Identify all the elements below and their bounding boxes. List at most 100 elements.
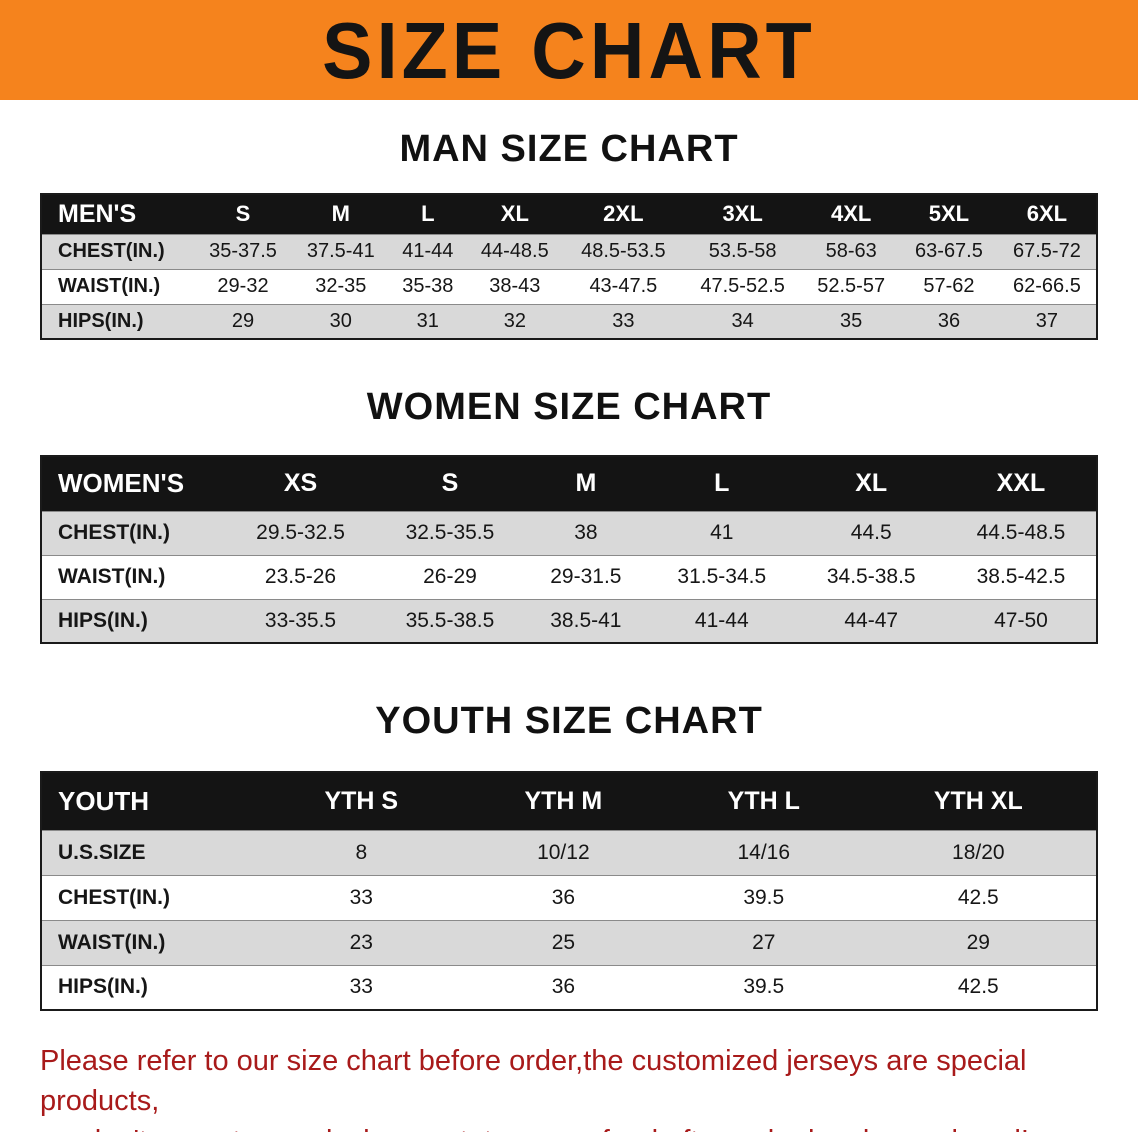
measurement-value-cell: 41 (647, 510, 797, 555)
row-label-cell: HIPS(IN.) (41, 598, 226, 643)
measurement-value-cell: 38-43 (465, 268, 564, 304)
men-size-table: MEN'S S M L XL 2XL 3XL 4XL 5XL 6XL CHEST(IN.) 35-37… (40, 193, 1098, 340)
measurement-value-cell: 10/12 (459, 829, 667, 875)
measurement-value-cell: 53.5-58 (683, 233, 803, 269)
measurement-value-cell: 36 (900, 303, 998, 339)
measurement-value-cell: 48.5-53.5 (563, 233, 683, 269)
measurement-value-cell: 67.5-72 (997, 233, 1097, 269)
measurement-value-cell: 42.5 (860, 964, 1097, 1010)
size-header-cell: S (375, 456, 525, 511)
women-size-chart-heading: WOMEN SIZE CHART (366, 386, 772, 428)
section-women: WOMEN SIZE CHART WOMEN'S XS S M L XL XXL CHEST(… (0, 386, 1138, 644)
measurement-value-cell: 32.5-35.5 (375, 510, 525, 555)
table-title-cell: MEN'S (41, 194, 195, 234)
measurement-value-cell: 63-67.5 (900, 233, 998, 269)
size-header-cell: XL (465, 194, 564, 234)
measurement-value-cell: 34 (683, 303, 803, 339)
row-label-cell: WAIST(IN.) (41, 554, 226, 599)
table-header-row: YOUTH YTH S YTH M YTH L YTH XL (41, 772, 1097, 830)
footer-notice: Please refer to our size chart before or… (40, 1041, 1108, 1132)
youth-size-table: YOUTH YTH S YTH M YTH L YTH XL U.S.SIZE 8 10/12… (40, 771, 1098, 1011)
table-row: WAIST(IN.) 23.5-26 26-29 29-31.5 31.5-34.5 34… (41, 554, 1097, 599)
measurement-value-cell: 52.5-57 (802, 268, 901, 304)
measurement-value-cell: 47-50 (945, 598, 1097, 643)
measurement-value-cell: 31.5-34.5 (647, 554, 797, 599)
size-header-cell: 6XL (997, 194, 1097, 234)
measurement-value-cell: 35-37.5 (194, 233, 292, 269)
row-label-cell: CHEST(IN.) (41, 233, 195, 269)
measurement-value-cell: 34.5-38.5 (796, 554, 946, 599)
measurement-value-cell: 37 (997, 303, 1097, 339)
measurement-value-cell: 29-31.5 (524, 554, 648, 599)
size-header-cell: L (389, 194, 466, 234)
table-row: CHEST(IN.) 29.5-32.5 32.5-35.5 38 41 44.5 44.5… (41, 510, 1097, 555)
notice-line-2: we don't accept cancel, change, teturn o… (40, 1121, 1108, 1132)
measurement-value-cell: 57-62 (900, 268, 998, 304)
measurement-value-cell: 38 (524, 510, 648, 555)
measurement-value-cell: 62-66.5 (997, 268, 1097, 304)
measurement-value-cell: 38.5-42.5 (945, 554, 1097, 599)
row-label-cell: U.S.SIZE (41, 829, 263, 875)
measurement-value-cell: 44-48.5 (465, 233, 564, 269)
row-label-cell: CHEST(IN.) (41, 874, 263, 920)
table-title-cell: YOUTH (41, 772, 263, 830)
measurement-value-cell: 33 (563, 303, 683, 339)
size-header-cell: YTH L (666, 772, 861, 830)
size-header-cell: 2XL (563, 194, 683, 234)
row-label-cell: HIPS(IN.) (41, 303, 195, 339)
table-row: WAIST(IN.) 29-32 32-35 35-38 38-43 43-47.5 47.… (41, 268, 1097, 304)
size-header-cell: YTH M (459, 772, 667, 830)
measurement-value-cell: 41-44 (389, 233, 466, 269)
table-row: HIPS(IN.) 33-35.5 35.5-38.5 38.5-41 41-44 44-… (41, 598, 1097, 643)
table-row: CHEST(IN.) 35-37.5 37.5-41 41-44 44-48.5 48.5… (41, 233, 1097, 269)
row-label-cell: HIPS(IN.) (41, 964, 263, 1010)
size-header-cell: XXL (945, 456, 1097, 511)
measurement-value-cell: 29.5-32.5 (225, 510, 376, 555)
table-row: HIPS(IN.) 33 36 39.5 42.5 (41, 964, 1097, 1010)
measurement-value-cell: 29 (194, 303, 292, 339)
measurement-value-cell: 39.5 (666, 964, 861, 1010)
measurement-value-cell: 36 (459, 964, 667, 1010)
measurement-value-cell: 25 (459, 919, 667, 965)
measurement-value-cell: 44.5 (796, 510, 946, 555)
measurement-value-cell: 44.5-48.5 (945, 510, 1097, 555)
table-row: U.S.SIZE 8 10/12 14/16 18/20 (41, 829, 1097, 875)
measurement-value-cell: 23.5-26 (225, 554, 376, 599)
size-header-cell: YTH XL (860, 772, 1097, 830)
men-size-chart-heading: MAN SIZE CHART (399, 128, 739, 170)
banner-title: SIZE CHART (322, 5, 816, 95)
measurement-value-cell: 38.5-41 (524, 598, 648, 643)
row-label-cell: CHEST(IN.) (41, 510, 226, 555)
size-header-cell: 3XL (683, 194, 803, 234)
measurement-value-cell: 26-29 (375, 554, 525, 599)
section-youth: YOUTH SIZE CHART YOUTH YTH S YTH M YTH L YTH… (0, 700, 1138, 1011)
measurement-value-cell: 36 (459, 874, 667, 920)
measurement-value-cell: 35-38 (389, 268, 466, 304)
measurement-value-cell: 32-35 (291, 268, 390, 304)
measurement-value-cell: 29 (860, 919, 1097, 965)
measurement-value-cell: 58-63 (802, 233, 901, 269)
row-label-cell: WAIST(IN.) (41, 268, 195, 304)
size-charts: MAN SIZE CHART MEN'S S M L XL 2XL 3XL 4XL 5XL 6XL… (0, 128, 1138, 1011)
size-header-cell: L (647, 456, 797, 511)
measurement-value-cell: 33 (262, 874, 460, 920)
measurement-value-cell: 35 (802, 303, 901, 339)
size-header-cell: YTH S (262, 772, 460, 830)
measurement-value-cell: 33-35.5 (225, 598, 376, 643)
measurement-value-cell: 14/16 (666, 829, 861, 875)
size-header-cell: 5XL (900, 194, 998, 234)
table-row: CHEST(IN.) 33 36 39.5 42.5 (41, 874, 1097, 920)
table-row: HIPS(IN.) 29 30 31 32 33 34 35 36 37 (41, 303, 1097, 339)
size-header-cell: XS (225, 456, 376, 511)
measurement-value-cell: 23 (262, 919, 460, 965)
measurement-value-cell: 42.5 (860, 874, 1097, 920)
measurement-value-cell: 31 (389, 303, 466, 339)
size-header-cell: XL (796, 456, 946, 511)
measurement-value-cell: 35.5-38.5 (375, 598, 525, 643)
measurement-value-cell: 29-32 (194, 268, 292, 304)
measurement-value-cell: 8 (262, 829, 460, 875)
measurement-value-cell: 44-47 (796, 598, 946, 643)
size-header-cell: M (291, 194, 390, 234)
table-header-row: MEN'S S M L XL 2XL 3XL 4XL 5XL 6XL (41, 194, 1097, 234)
size-header-cell: S (194, 194, 292, 234)
